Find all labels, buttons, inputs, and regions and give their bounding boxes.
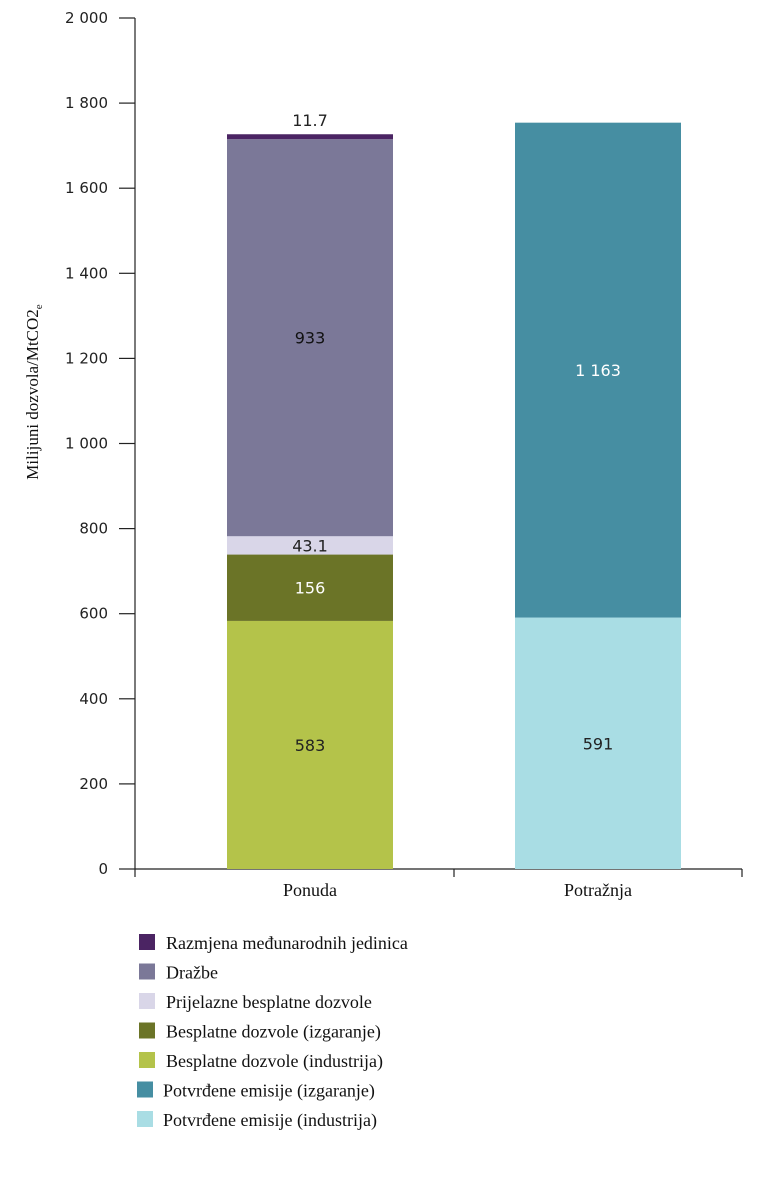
- x-category-label: Potražnja: [564, 880, 632, 900]
- legend-label: Prijelazne besplatne dozvole: [166, 992, 372, 1012]
- bar-segment: [227, 139, 393, 537]
- data-label: 583: [295, 736, 326, 755]
- legend: Razmjena međunarodnih jedinica Dražbe Prij…: [137, 933, 408, 1131]
- y-tick-label: 1 400: [65, 264, 108, 282]
- y-tick-label: 600: [79, 605, 108, 623]
- legend-swatch: [139, 993, 155, 1009]
- legend-swatch: [137, 1081, 153, 1098]
- bar-segment: [227, 134, 393, 140]
- y-tick-label: 1 200: [65, 349, 108, 367]
- y-tick-label: 1 600: [65, 179, 108, 197]
- y-tick-label: 200: [79, 775, 108, 793]
- x-category-label: Ponuda: [283, 880, 337, 900]
- legend-swatch: [139, 1022, 155, 1039]
- data-label: 1 163: [575, 361, 621, 380]
- legend-label: Besplatne dozvole (izgaranje): [166, 1022, 381, 1043]
- y-tick-label: 0: [98, 860, 108, 878]
- bar-segment: [227, 554, 393, 621]
- legend-label: Razmjena međunarodnih jedinica: [166, 933, 408, 953]
- legend-label: Dražbe: [166, 963, 218, 983]
- data-label: 591: [583, 734, 614, 753]
- y-axis-label: Milijuni dozvola/MtCO2e: [23, 304, 45, 479]
- y-tick-label: 400: [79, 690, 108, 708]
- legend-label: Potvrđene emisije (izgaranje): [163, 1081, 375, 1102]
- bar-segment: [515, 617, 681, 869]
- x-axis: Ponuda Potražnja: [134, 868, 743, 900]
- data-label: 11.7: [292, 111, 328, 130]
- legend-swatch: [139, 963, 155, 980]
- data-label: 156: [295, 579, 326, 598]
- y-tick-label: 2 000: [65, 9, 108, 27]
- y-tick-label: 1 000: [65, 435, 108, 453]
- data-labels: 583 156 43.1 933 11.7 591 1 163: [292, 111, 621, 755]
- legend-label: Besplatne dozvole (industrija): [166, 1051, 383, 1072]
- legend-swatch: [137, 1111, 153, 1127]
- bar-segment: [515, 122, 681, 618]
- bar-segment: [227, 620, 393, 869]
- y-tick-label: 1 800: [65, 94, 108, 112]
- data-label: 43.1: [292, 536, 328, 555]
- legend-label: Potvrđene emisije (industrija): [163, 1110, 377, 1131]
- y-axis: 0 200 400 600 800 1 000 1 200 1 400 1 600 1 800 2 …: [65, 9, 136, 878]
- legend-swatch: [139, 1052, 155, 1068]
- data-label: 933: [295, 329, 326, 348]
- bars: [227, 122, 681, 869]
- y-tick-label: 800: [79, 520, 108, 538]
- bar-segment: [227, 536, 393, 555]
- legend-swatch: [139, 934, 155, 950]
